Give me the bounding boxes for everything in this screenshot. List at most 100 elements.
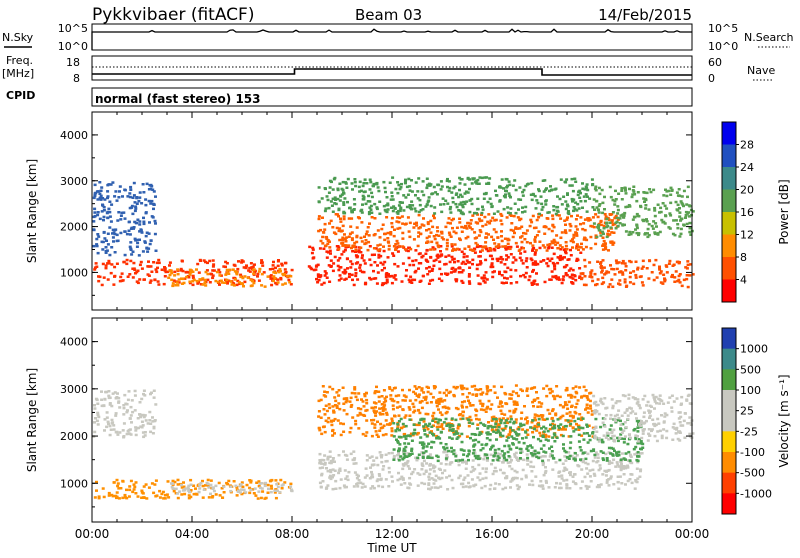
data-cell [271,277,275,280]
data-cell [524,184,528,188]
data-cell [605,459,609,462]
data-cell [388,181,392,184]
data-cell [106,196,109,200]
data-cell [533,452,537,456]
data-cell [446,177,449,181]
data-cell [637,215,641,218]
data-cell [432,434,435,437]
data-cell [436,230,440,233]
data-cell [392,454,396,458]
data-cell [483,276,487,280]
data-cell [188,273,192,276]
data-cell [135,196,139,199]
data-cell [641,398,645,401]
data-cell [145,497,149,500]
data-cell [642,218,646,222]
data-cell [614,401,618,405]
data-cell [420,190,424,193]
data-cell [506,266,510,270]
data-cell [494,482,498,485]
data-cell [151,416,154,419]
data-cell [409,453,412,456]
data-cell [430,486,434,489]
data-cell [503,444,507,448]
data-cell [235,283,239,287]
data-cell [410,439,414,442]
data-cell [605,481,609,484]
data-cell [345,458,349,461]
data-cell [162,282,166,286]
data-cell [525,241,529,244]
data-cell [496,246,500,249]
data-cell [491,270,495,274]
data-cell [125,232,129,236]
data-cell [353,457,357,460]
data-cell [492,212,496,215]
data-cell [328,249,332,253]
data-cell [129,241,133,244]
data-cell [540,484,544,487]
data-cell [678,273,682,276]
data-cell [628,453,632,457]
data-cell [597,437,601,440]
data-cell [439,245,443,248]
data-cell [548,391,552,395]
data-cell [422,425,426,428]
data-cell [146,422,150,425]
data-cell [344,181,348,184]
data-cell [140,267,144,270]
data-cell [591,206,595,209]
data-cell [490,403,494,406]
data-cell [563,401,567,404]
data-cell [577,464,581,468]
data-cell [589,480,593,483]
data-cell [113,391,117,394]
data-cell [396,242,400,245]
data-cell [402,209,406,212]
data-cell [564,459,568,462]
data-cell [373,217,377,220]
data-cell [372,486,376,490]
data-cell [263,484,267,488]
data-cell [556,276,559,280]
data-cell [454,459,458,462]
data-cell [627,450,631,454]
data-cell [537,230,541,233]
data-cell [639,424,643,428]
data-cell [658,429,662,433]
data-cell [556,205,560,209]
data-cell [550,246,554,249]
data-cell [597,229,601,232]
data-cell [428,270,431,273]
data-cell [141,183,145,186]
data-cell [576,399,580,402]
data-cell [117,396,121,400]
data-cell [616,208,620,212]
data-cell [150,215,154,218]
data-cell [550,240,554,243]
data-cell [560,474,564,477]
data-cell [628,478,632,481]
data-cell [513,469,517,473]
data-cell [670,188,674,192]
data-cell [641,432,645,435]
data-cell [568,184,572,187]
data-cell [618,217,622,220]
data-cell [499,421,503,425]
data-cell [438,400,442,403]
data-cell [607,484,611,487]
data-cell [401,222,405,225]
data-cell [631,193,635,196]
data-cell [119,218,123,221]
data-cell [678,194,682,198]
data-cell [636,435,639,438]
data-cell [377,189,381,193]
data-cell [111,228,115,232]
data-cell [448,428,452,432]
data-cell [252,492,256,495]
data-cell [637,233,640,237]
data-cell [338,467,342,470]
data-cell [670,394,674,397]
data-cell [567,420,571,424]
